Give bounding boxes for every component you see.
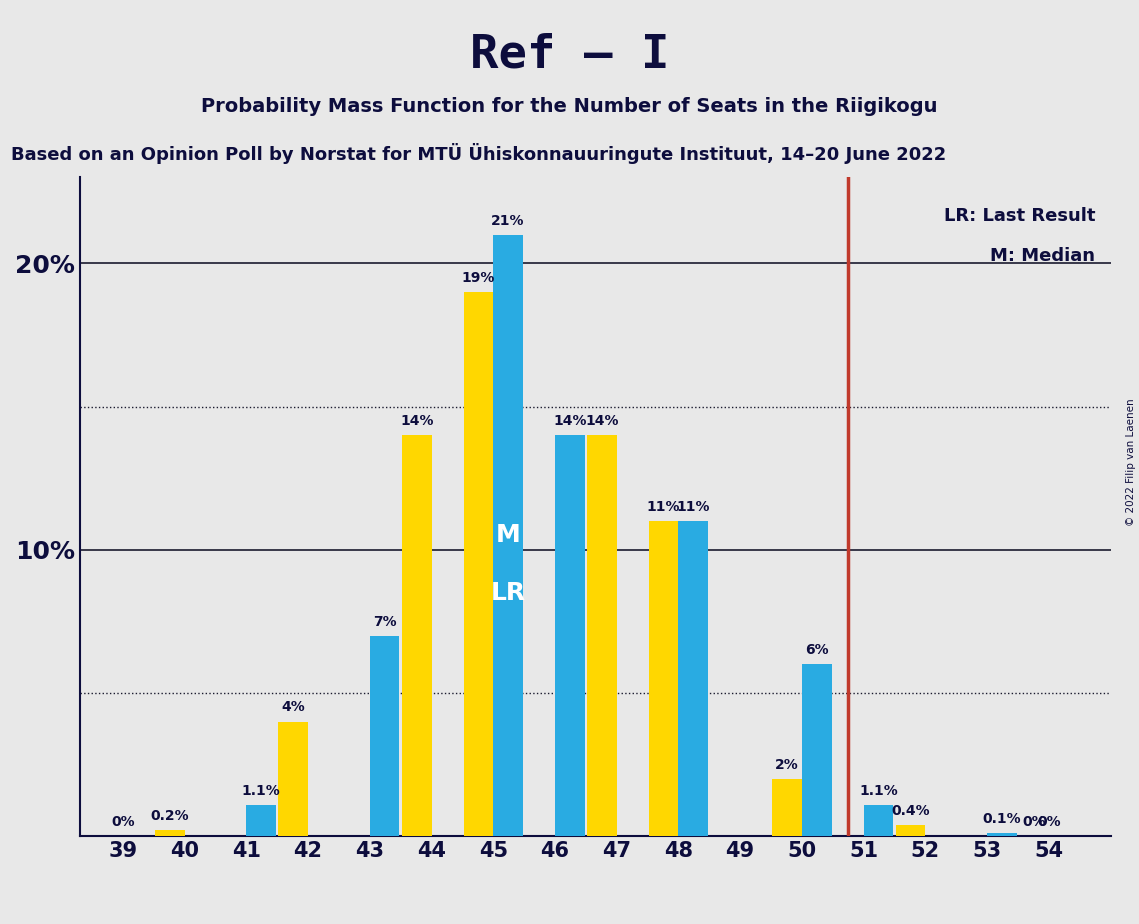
Bar bbox=[679, 521, 708, 836]
Text: 0%: 0% bbox=[112, 815, 134, 829]
Text: M: M bbox=[495, 524, 521, 547]
Bar bbox=[370, 636, 400, 836]
Text: 1.1%: 1.1% bbox=[859, 784, 898, 797]
Text: © 2022 Filip van Laenen: © 2022 Filip van Laenen bbox=[1126, 398, 1136, 526]
Text: LR: Last Result: LR: Last Result bbox=[943, 207, 1095, 225]
Bar bbox=[555, 435, 584, 836]
Text: LR: LR bbox=[491, 581, 526, 604]
Text: 0%: 0% bbox=[1036, 815, 1060, 829]
Text: 11%: 11% bbox=[647, 500, 680, 514]
Text: M: Median: M: Median bbox=[990, 247, 1095, 264]
Text: 4%: 4% bbox=[281, 700, 305, 714]
Text: Probability Mass Function for the Number of Seats in the Riigikogu: Probability Mass Function for the Number… bbox=[202, 97, 937, 116]
Text: 0%: 0% bbox=[1022, 815, 1046, 829]
Text: Ref – I: Ref – I bbox=[469, 32, 670, 78]
Bar bbox=[863, 805, 893, 836]
Text: 14%: 14% bbox=[585, 414, 618, 428]
Bar bbox=[587, 435, 616, 836]
Bar bbox=[649, 521, 679, 836]
Text: 2%: 2% bbox=[776, 758, 798, 772]
Text: 6%: 6% bbox=[805, 643, 828, 657]
Text: 21%: 21% bbox=[491, 213, 525, 227]
Text: 0.1%: 0.1% bbox=[983, 812, 1022, 826]
Bar bbox=[895, 825, 925, 836]
Text: 14%: 14% bbox=[400, 414, 434, 428]
Bar bbox=[155, 831, 185, 836]
Bar bbox=[402, 435, 432, 836]
Bar bbox=[988, 833, 1017, 836]
Bar bbox=[246, 805, 276, 836]
Text: 14%: 14% bbox=[554, 414, 587, 428]
Bar bbox=[493, 235, 523, 836]
Text: 1.1%: 1.1% bbox=[241, 784, 280, 797]
Text: 11%: 11% bbox=[677, 500, 710, 514]
Bar bbox=[802, 664, 831, 836]
Bar bbox=[278, 722, 309, 836]
Text: 19%: 19% bbox=[461, 271, 495, 285]
Text: 0.4%: 0.4% bbox=[891, 804, 929, 818]
Bar bbox=[464, 292, 493, 836]
Text: 0.2%: 0.2% bbox=[150, 809, 189, 823]
Bar bbox=[772, 779, 802, 836]
Text: Based on an Opinion Poll by Norstat for MTÜ Ühiskonnauuringute Instituut, 14–20 : Based on an Opinion Poll by Norstat for … bbox=[11, 143, 947, 164]
Text: 7%: 7% bbox=[372, 614, 396, 628]
